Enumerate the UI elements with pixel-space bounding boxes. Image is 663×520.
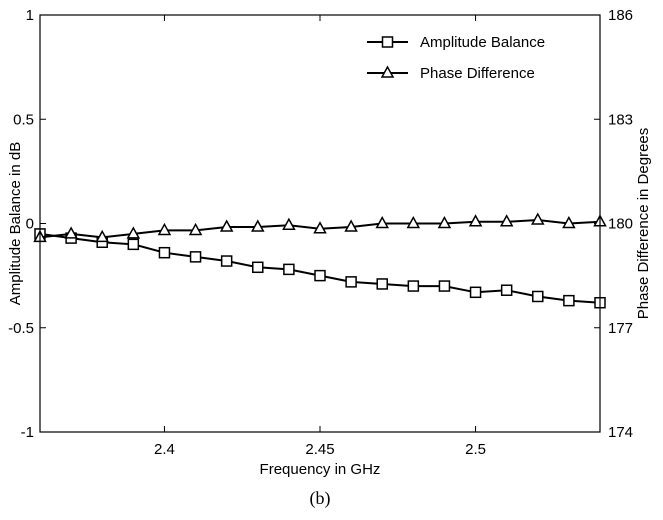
x-tick-label: 2.45 bbox=[305, 441, 334, 458]
amplitude-point bbox=[158, 246, 171, 259]
y-right-tick-label: 186 bbox=[608, 7, 633, 24]
amplitude-point bbox=[532, 290, 544, 303]
y-right-axis-label: Phase Difference in Degrees bbox=[635, 128, 652, 320]
figure-caption: (b) bbox=[310, 488, 331, 509]
phase-point bbox=[188, 222, 203, 236]
legend-triangle-marker bbox=[380, 65, 395, 78]
amplitude-point bbox=[220, 255, 233, 267]
phase-point bbox=[95, 229, 109, 243]
amplitude-point bbox=[563, 294, 575, 307]
y-left-tick-label: 1 bbox=[26, 7, 34, 24]
phase-point bbox=[531, 212, 545, 225]
y-left-tick-label: 0.5 bbox=[13, 111, 34, 128]
y-left-axis-label: Amplitude Balance in dB bbox=[7, 142, 24, 305]
phase-point bbox=[562, 215, 576, 229]
phase-point bbox=[437, 215, 452, 229]
y-right-tick-label: 180 bbox=[608, 216, 633, 233]
phase-point bbox=[251, 219, 265, 232]
phase-point bbox=[406, 215, 421, 229]
amplitude-point bbox=[314, 269, 326, 282]
y-left-tick-label: -0.5 bbox=[8, 320, 34, 337]
phase-point bbox=[282, 217, 296, 230]
phase-point bbox=[313, 221, 327, 234]
y-left-tick-label: 0 bbox=[26, 216, 34, 233]
amplitude-point bbox=[127, 238, 140, 251]
series-layer bbox=[33, 212, 607, 309]
legend: Amplitude Balance Phase Difference bbox=[367, 34, 545, 82]
amplitude-point bbox=[283, 263, 295, 276]
phase-point bbox=[468, 214, 483, 227]
y-right-tick-label: 174 bbox=[608, 424, 633, 441]
amplitude-point bbox=[500, 284, 513, 296]
legend-square-marker bbox=[381, 36, 394, 48]
plot-frame bbox=[39, 14, 601, 433]
series-line-amplitude bbox=[39, 232, 601, 304]
x-tick-label: 2.5 bbox=[465, 441, 486, 458]
amplitude-point bbox=[189, 251, 202, 263]
phase-point bbox=[499, 214, 514, 227]
amplitude-point bbox=[376, 278, 388, 290]
y-left-tick-label: -1 bbox=[21, 424, 34, 441]
phase-point bbox=[375, 215, 389, 229]
amplitude-point bbox=[469, 286, 482, 299]
phase-point bbox=[126, 226, 141, 239]
amplitude-point bbox=[438, 280, 451, 292]
phase-point bbox=[219, 219, 234, 232]
phase-point bbox=[64, 226, 78, 239]
legend-label-phase: Phase Difference bbox=[420, 65, 535, 82]
amplitude-point bbox=[345, 276, 357, 288]
amplitude-point bbox=[407, 280, 420, 292]
x-axis-label: Frequency in GHz bbox=[260, 461, 381, 478]
y-right-tick-label: 177 bbox=[608, 320, 633, 337]
y-right-tick-label: 183 bbox=[608, 111, 633, 128]
phase-point bbox=[344, 219, 358, 232]
phase-point bbox=[157, 222, 172, 236]
x-tick-label: 2.4 bbox=[154, 441, 175, 458]
amplitude-point bbox=[252, 261, 264, 274]
legend-label-amplitude: Amplitude Balance bbox=[420, 34, 545, 51]
